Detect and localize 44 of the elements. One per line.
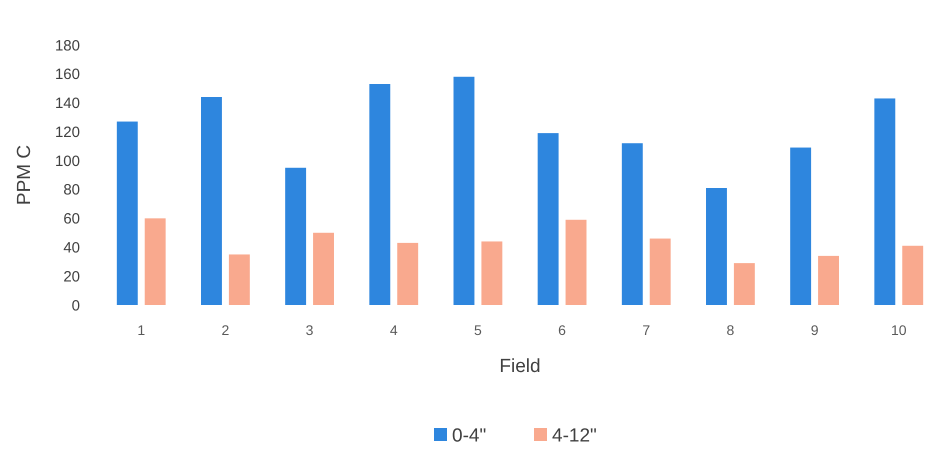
- bar: [454, 76, 474, 305]
- y-tick-label: 100: [54, 152, 80, 170]
- bar: [144, 218, 166, 305]
- y-tick-label: 180: [54, 37, 80, 54]
- bar: [397, 242, 418, 305]
- bar: [790, 148, 812, 305]
- bar: [481, 241, 502, 305]
- bar: [650, 238, 671, 305]
- bar: [538, 133, 559, 305]
- bar: [369, 84, 390, 305]
- y-tick-label: 140: [54, 95, 80, 112]
- x-tick-label: 3: [306, 322, 314, 338]
- x-tick-label: 4: [390, 322, 398, 338]
- bar: [818, 256, 839, 305]
- y-tick-label: 0: [72, 297, 80, 314]
- bar: [902, 246, 924, 305]
- x-tick-label: 9: [810, 322, 819, 338]
- y-axis-title: PPM C: [14, 144, 35, 206]
- y-tick-label: 40: [63, 239, 80, 256]
- y-tick-label: 160: [54, 66, 80, 84]
- bar: [201, 97, 222, 305]
- y-tick-label: 60: [63, 210, 80, 228]
- x-tick-label: 7: [642, 322, 650, 338]
- bar: [116, 122, 138, 305]
- bar: [734, 263, 755, 305]
- x-axis-title: Field: [499, 356, 541, 377]
- bar: [622, 143, 643, 305]
- legend-label: 0-4": [452, 426, 486, 447]
- x-tick-label: 1: [137, 322, 146, 338]
- bar: [874, 98, 896, 305]
- y-tick-label: 120: [54, 124, 80, 141]
- bar: [228, 254, 250, 305]
- bar: [706, 188, 727, 305]
- bar: [566, 220, 586, 305]
- x-tick-label: 10: [890, 322, 907, 338]
- bar: [285, 168, 306, 305]
- legend-label: 4-12": [552, 426, 597, 447]
- y-tick-label: 20: [63, 268, 80, 286]
- x-tick-label: 6: [558, 322, 566, 338]
- x-tick-label: 8: [726, 322, 735, 338]
- bar: [313, 232, 334, 305]
- x-tick-label: 2: [222, 322, 230, 338]
- y-tick-label: 80: [63, 182, 80, 199]
- x-tick-label: 5: [474, 322, 482, 338]
